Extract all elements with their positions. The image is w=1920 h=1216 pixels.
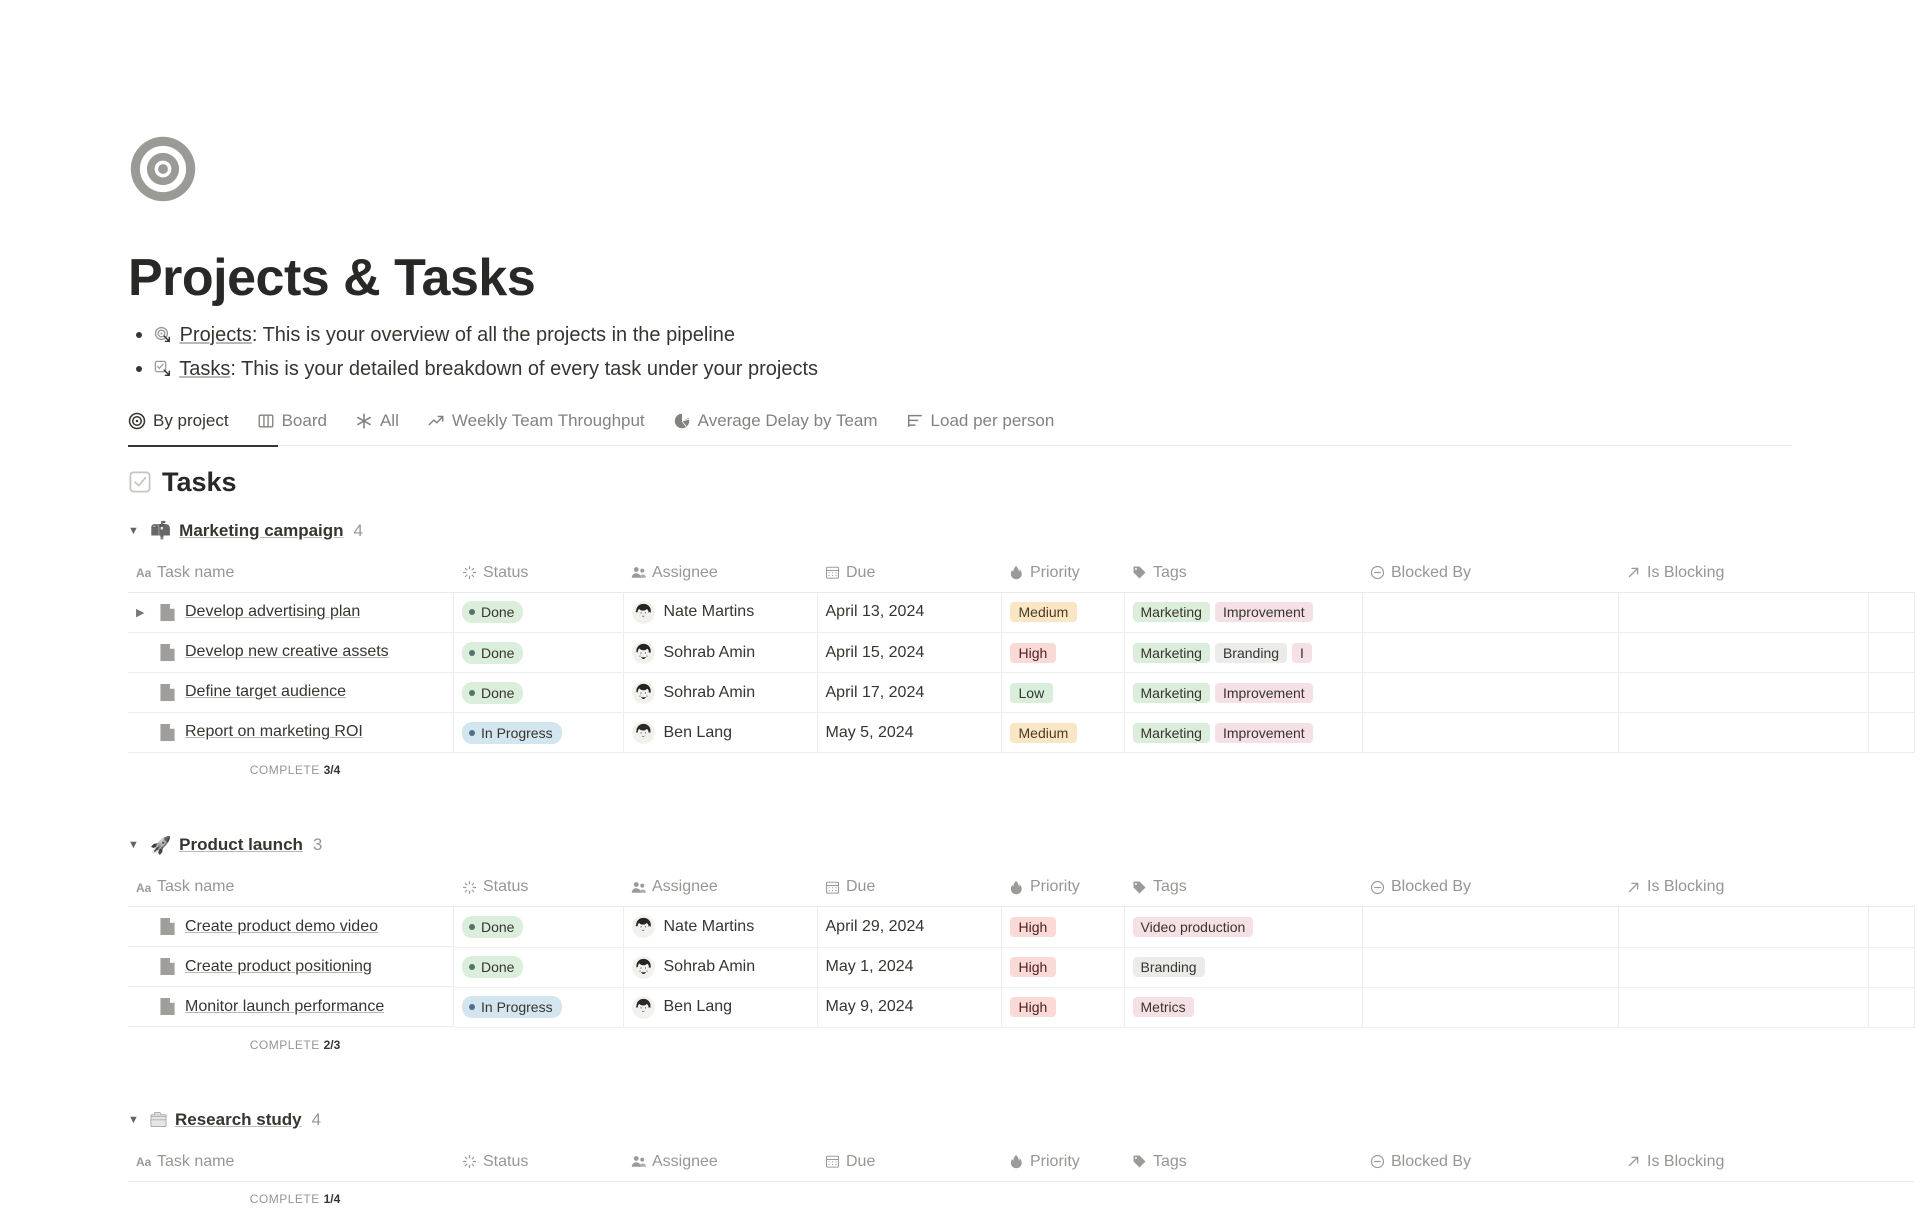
svg-text:Aa: Aa <box>136 566 151 580</box>
svg-text:Aa: Aa <box>136 1155 151 1169</box>
svg-text:Aa: Aa <box>136 881 151 895</box>
